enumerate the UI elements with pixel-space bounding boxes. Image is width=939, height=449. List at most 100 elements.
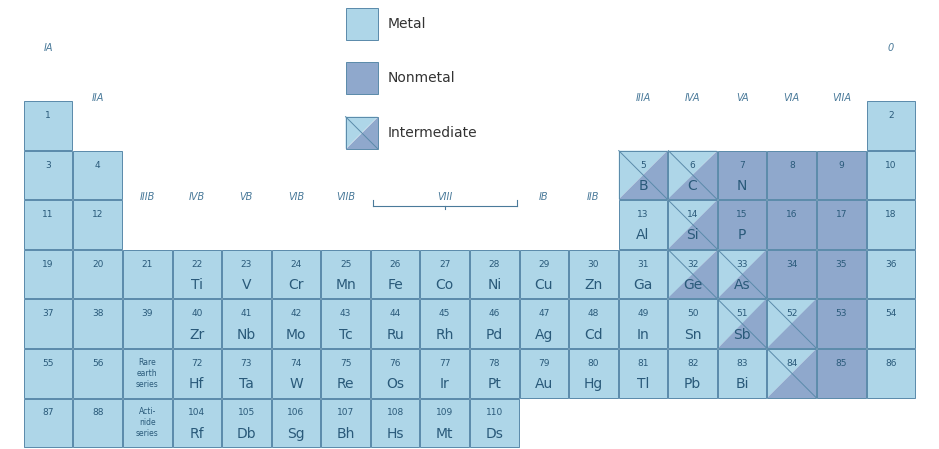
Bar [123, 299, 172, 348]
Bar [321, 299, 370, 348]
Text: Ds: Ds [485, 427, 503, 441]
Text: 27: 27 [439, 260, 451, 269]
Text: Pb: Pb [684, 377, 701, 391]
Text: 53: 53 [836, 309, 847, 318]
Text: IIA: IIA [91, 93, 104, 103]
Text: W: W [289, 377, 303, 391]
Text: 82: 82 [687, 359, 699, 368]
Polygon shape [669, 150, 716, 199]
Text: B: B [639, 179, 648, 193]
Bar [73, 349, 122, 397]
Text: Co: Co [436, 278, 454, 292]
Text: 77: 77 [439, 359, 451, 368]
Text: Ti: Ti [191, 278, 203, 292]
Polygon shape [669, 200, 716, 249]
Bar [421, 250, 469, 299]
Text: Ta: Ta [239, 377, 254, 391]
Text: Db: Db [237, 427, 256, 441]
Text: Bi: Bi [735, 377, 749, 391]
Text: 75: 75 [340, 359, 351, 368]
Bar [173, 299, 221, 348]
Text: 47: 47 [538, 309, 549, 318]
Text: 80: 80 [588, 359, 599, 368]
Text: 7: 7 [739, 160, 745, 170]
Bar [123, 349, 172, 397]
Text: 44: 44 [390, 309, 401, 318]
Text: 108: 108 [387, 409, 404, 418]
Text: Zn: Zn [584, 278, 603, 292]
Bar [669, 200, 716, 249]
Text: 84: 84 [786, 359, 797, 368]
Bar [223, 250, 270, 299]
Text: C: C [687, 179, 698, 193]
Bar [669, 250, 716, 299]
Bar [123, 399, 172, 447]
Bar [23, 250, 72, 299]
Text: Sb: Sb [733, 328, 751, 342]
Text: 3: 3 [45, 160, 51, 170]
Text: 22: 22 [192, 260, 203, 269]
Text: 29: 29 [538, 260, 549, 269]
Polygon shape [619, 150, 668, 199]
Polygon shape [767, 299, 816, 348]
Text: Ag: Ag [534, 328, 553, 342]
Text: 34: 34 [786, 260, 797, 269]
Bar [718, 299, 766, 348]
Text: 16: 16 [786, 210, 797, 219]
Text: 42: 42 [290, 309, 301, 318]
Text: 81: 81 [638, 359, 649, 368]
Text: VIII: VIII [437, 192, 453, 202]
Text: 15: 15 [736, 210, 748, 219]
Text: Metal: Metal [388, 17, 426, 31]
Bar [767, 200, 816, 249]
Text: Al: Al [637, 229, 650, 242]
Text: 5: 5 [640, 160, 646, 170]
Text: 41: 41 [240, 309, 252, 318]
Bar [619, 250, 668, 299]
Bar [23, 150, 72, 199]
Bar [867, 150, 916, 199]
Bar [669, 150, 716, 199]
Text: IIIA: IIIA [636, 93, 651, 103]
Text: Au: Au [534, 377, 553, 391]
Bar [767, 150, 816, 199]
Text: Zr: Zr [189, 328, 205, 342]
Bar [817, 349, 866, 397]
Bar [223, 399, 270, 447]
Bar [867, 101, 916, 150]
Bar [767, 299, 816, 348]
Text: 55: 55 [42, 359, 54, 368]
Text: 11: 11 [42, 210, 54, 219]
Text: Fe: Fe [387, 278, 403, 292]
Text: Hg: Hg [584, 377, 603, 391]
Polygon shape [346, 117, 377, 149]
Text: Nb: Nb [237, 328, 256, 342]
Text: 9: 9 [839, 160, 844, 170]
Text: P: P [738, 229, 747, 242]
Bar [718, 200, 766, 249]
Text: 13: 13 [638, 210, 649, 219]
Text: Intermediate: Intermediate [388, 126, 477, 140]
Bar [73, 299, 122, 348]
Polygon shape [718, 250, 766, 299]
Text: 39: 39 [142, 309, 153, 318]
Text: Ni: Ni [487, 278, 501, 292]
Text: 24: 24 [290, 260, 301, 269]
Text: In: In [637, 328, 650, 342]
Bar [271, 299, 320, 348]
Text: 23: 23 [240, 260, 252, 269]
Polygon shape [718, 250, 766, 299]
Bar [346, 117, 377, 149]
Text: 30: 30 [588, 260, 599, 269]
Polygon shape [669, 250, 716, 299]
Bar [371, 299, 420, 348]
Text: Si: Si [686, 229, 699, 242]
Bar [867, 200, 916, 249]
Text: 78: 78 [488, 359, 500, 368]
Bar [619, 299, 668, 348]
Text: Ge: Ge [683, 278, 702, 292]
Bar [23, 101, 72, 150]
Bar [569, 299, 618, 348]
Text: 31: 31 [638, 260, 649, 269]
Text: 106: 106 [287, 409, 304, 418]
